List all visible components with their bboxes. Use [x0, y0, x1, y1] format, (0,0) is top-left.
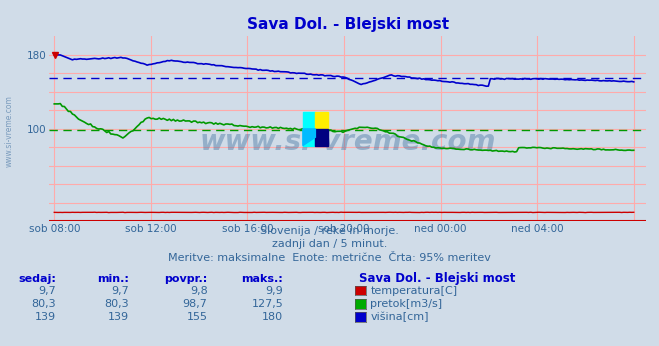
Text: 139: 139	[35, 312, 56, 322]
Text: 9,7: 9,7	[111, 286, 129, 296]
Text: min.:: min.:	[97, 274, 129, 284]
Text: 98,7: 98,7	[183, 299, 208, 309]
Text: povpr.:: povpr.:	[164, 274, 208, 284]
Polygon shape	[303, 129, 316, 146]
Bar	[316, 112, 328, 129]
Bar	[303, 112, 316, 146]
Text: 80,3: 80,3	[104, 299, 129, 309]
Text: www.si-vreme.com: www.si-vreme.com	[5, 95, 14, 167]
Text: Meritve: maksimalne  Enote: metrične  Črta: 95% meritev: Meritve: maksimalne Enote: metrične Črta…	[168, 253, 491, 263]
Bar	[316, 129, 328, 146]
Text: pretok[m3/s]: pretok[m3/s]	[370, 299, 442, 309]
Text: 139: 139	[107, 312, 129, 322]
Text: 9,7: 9,7	[38, 286, 56, 296]
Text: 80,3: 80,3	[32, 299, 56, 309]
Title: Sava Dol. - Blejski most: Sava Dol. - Blejski most	[246, 17, 449, 33]
Text: 9,9: 9,9	[266, 286, 283, 296]
Text: 9,8: 9,8	[190, 286, 208, 296]
Text: Sava Dol. - Blejski most: Sava Dol. - Blejski most	[359, 272, 515, 285]
Text: www.si-vreme.com: www.si-vreme.com	[200, 128, 496, 156]
Text: 127,5: 127,5	[252, 299, 283, 309]
Text: maks.:: maks.:	[242, 274, 283, 284]
Text: temperatura[C]: temperatura[C]	[370, 286, 457, 296]
Text: zadnji dan / 5 minut.: zadnji dan / 5 minut.	[272, 239, 387, 249]
Text: 180: 180	[262, 312, 283, 322]
Text: višina[cm]: višina[cm]	[370, 312, 429, 322]
Text: 155: 155	[186, 312, 208, 322]
Text: Slovenija / reke in morje.: Slovenija / reke in morje.	[260, 226, 399, 236]
Text: sedaj:: sedaj:	[18, 274, 56, 284]
